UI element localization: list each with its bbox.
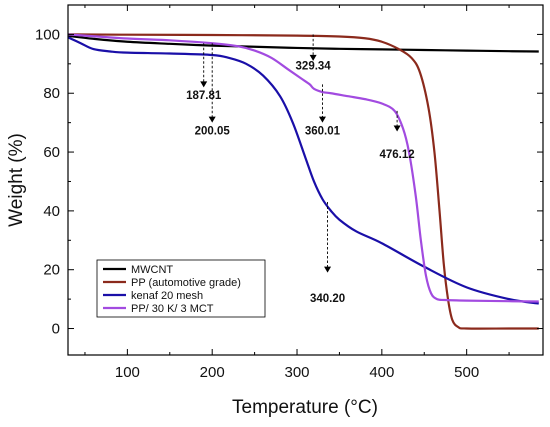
- series-line-3: [67, 36, 539, 305]
- annotation-label: 329.34: [296, 61, 332, 73]
- legend-label-2: PP (automotive grade): [131, 277, 241, 289]
- annotations-group: 187.81 200.05 329.34 360.01 476.12 340.20: [186, 34, 415, 305]
- series-line-2: [67, 33, 539, 330]
- annotation-label: 360.01: [305, 125, 341, 137]
- x-tick-label: 200: [200, 364, 225, 381]
- y-tick-label: 20: [43, 262, 60, 279]
- x-axis: 100 200 300 400 500: [84, 5, 510, 381]
- annotation-label: 187.81: [186, 90, 222, 102]
- y-tick-label: 80: [43, 85, 60, 102]
- annotation-label: 476.12: [380, 149, 415, 161]
- legend-label-1: MWCNT: [131, 264, 173, 276]
- plot-frame: [67, 4, 544, 356]
- x-tick-label: 300: [285, 364, 310, 381]
- legend-label-3: kenaf 20 mesh: [131, 290, 203, 302]
- annotation-arrowhead: [200, 81, 208, 88]
- y-tick-label: 40: [43, 203, 60, 220]
- series-line-4: [67, 33, 539, 303]
- y-axis: 0 20 40 60 80 100: [35, 26, 543, 338]
- series-line-1: [67, 34, 539, 53]
- annotation-arrowhead: [393, 125, 401, 132]
- annotation-arrowhead: [208, 116, 216, 123]
- x-tick-label: 500: [454, 364, 479, 381]
- x-axis-title: Temperature (°C): [232, 397, 378, 418]
- y-tick-label: 60: [43, 144, 60, 161]
- y-tick-label: 0: [52, 321, 60, 338]
- y-tick-label: 100: [35, 26, 60, 43]
- legend-label-4: PP/ 30 K/ 3 MCT: [131, 303, 214, 315]
- annotation-arrowhead: [324, 266, 332, 273]
- annotation-label: 340.20: [310, 293, 345, 305]
- annotation-label: 200.05: [195, 125, 231, 137]
- annotation-arrowhead: [309, 54, 317, 61]
- x-tick-label: 400: [369, 364, 394, 381]
- annotation-arrowhead: [318, 116, 326, 123]
- series-group: [67, 33, 539, 330]
- y-axis-title: Weight (%): [6, 133, 27, 227]
- x-tick-label: 100: [115, 364, 140, 381]
